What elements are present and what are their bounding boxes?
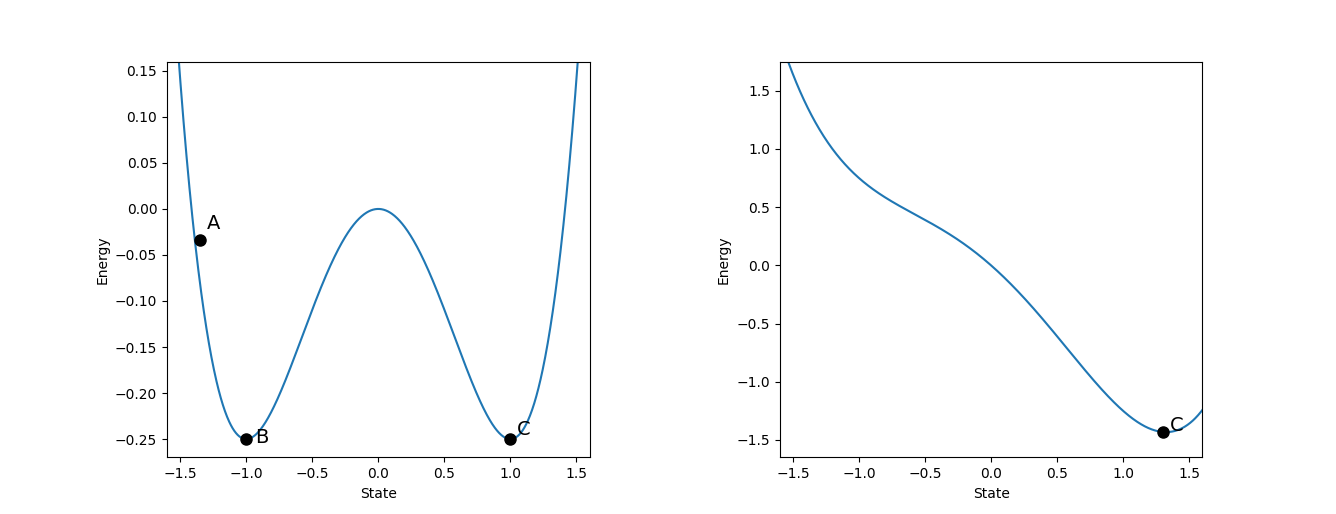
Text: A: A — [207, 214, 220, 233]
Text: C: C — [1169, 416, 1182, 435]
Y-axis label: Energy: Energy — [717, 235, 731, 284]
Y-axis label: Energy: Energy — [95, 235, 110, 284]
Text: C: C — [517, 420, 530, 439]
Text: B: B — [255, 428, 269, 447]
X-axis label: State: State — [973, 487, 1010, 501]
X-axis label: State: State — [359, 487, 397, 501]
